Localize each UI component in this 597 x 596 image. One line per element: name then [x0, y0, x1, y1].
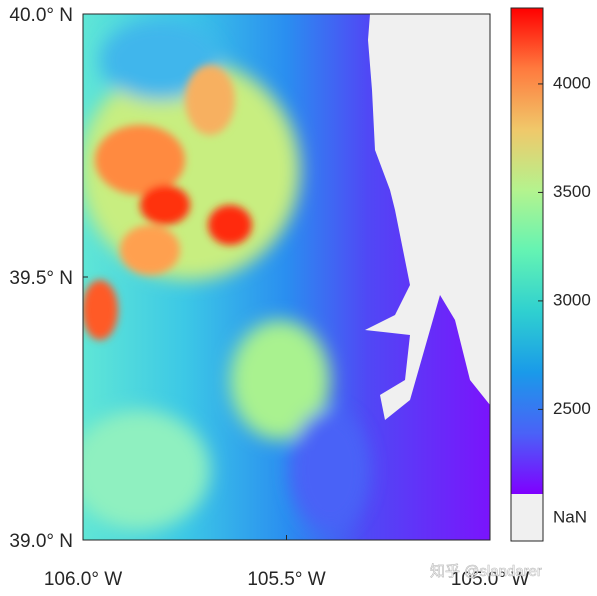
x-tick-label: 105.5° W [247, 569, 325, 590]
colorbar-tick-label: 3500 [553, 182, 591, 201]
colorbar-tick-label: 4000 [553, 73, 591, 92]
x-tick-label: 105.0° W [451, 569, 529, 590]
x-tick-label: 106.0° W [44, 569, 122, 590]
colorbar-gradient [511, 8, 543, 494]
y-tick-label: 39.0° N [9, 531, 73, 552]
y-tick-label: 40.0° N [9, 5, 73, 26]
nan-region [365, 14, 490, 420]
nan-swatch [511, 494, 543, 541]
watermark: 知乎 @slandarer [430, 563, 542, 580]
colorbar-tick-label: 3000 [553, 290, 591, 309]
colorbar-tick-label: 2500 [553, 399, 591, 418]
nan-label: NaN [553, 507, 587, 526]
axes: 106.0° W 105.5° W 105.0° W 40.0° N 39.5° N 39… [9, 5, 529, 590]
elevation-raster [83, 14, 490, 540]
y-tick-label: 39.5° N [9, 268, 73, 289]
colorbar: NaN 2500 3000 3500 4000 [510, 7, 591, 542]
colorbar-frame [510, 7, 544, 542]
